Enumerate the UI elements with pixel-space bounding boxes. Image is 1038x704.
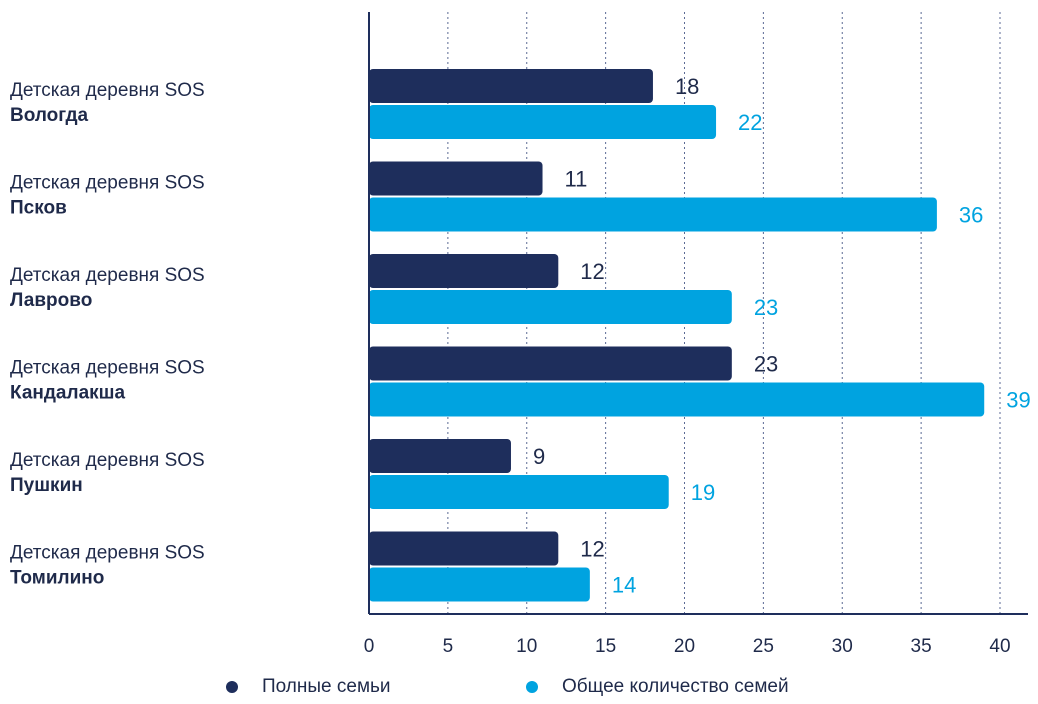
x-tick-label: 15 [595, 636, 616, 657]
category-label-line2: Лаврово [10, 290, 92, 311]
bar-full-families [369, 439, 511, 473]
value-label-full-families: 9 [533, 444, 545, 469]
value-label-full-families: 12 [580, 537, 604, 562]
value-label-full-families: 23 [754, 352, 778, 377]
category-label-line2: Кандалакша [10, 383, 125, 404]
bar-full-families [369, 161, 543, 196]
x-tick-label: 5 [443, 636, 454, 657]
category-label-line1: Детская деревня SOS [10, 358, 205, 379]
legend-label-full-families: Полные семьи [262, 676, 391, 697]
value-label-total-families: 14 [612, 573, 636, 598]
value-label-full-families: 12 [580, 259, 604, 284]
category-label-line1: Детская деревня SOS [10, 450, 205, 471]
category-label-line1: Детская деревня SOS [10, 80, 205, 101]
category-label-line2: Пушкин [10, 475, 83, 496]
bar-full-families [369, 346, 732, 381]
x-tick-label: 10 [516, 636, 537, 657]
legend-item-total-families: Общее количество семей [526, 676, 789, 698]
value-label-total-families: 36 [959, 203, 983, 228]
bar-full-families [369, 69, 653, 103]
category-label-line2: Псков [10, 198, 67, 219]
x-tick-label: 0 [364, 636, 375, 657]
category-label-line1: Детская деревня SOS [10, 173, 205, 194]
x-tick-labels: 0 5 10 15 20 25 30 35 40 [364, 636, 1011, 657]
bar-total-families [369, 290, 732, 324]
value-label-full-families: 11 [565, 167, 588, 192]
category-label-line1: Детская деревня SOS [10, 543, 205, 564]
value-label-total-families: 22 [738, 110, 762, 135]
legend-marker-full-families [226, 681, 238, 693]
category-label-line2: Вологда [10, 105, 89, 126]
bars [369, 69, 985, 602]
bar-full-families [369, 254, 559, 288]
legend-marker-total-families [526, 681, 538, 693]
value-labels: 18 22 11 36 12 23 23 39 9 19 12 14 [533, 74, 1031, 598]
bar-total-families [369, 197, 937, 232]
value-label-total-families: 19 [691, 480, 715, 505]
x-tick-label: 25 [753, 636, 774, 657]
category-label-line2: Томилино [10, 568, 104, 589]
bar-full-families [369, 531, 559, 566]
x-tick-label: 35 [911, 636, 932, 657]
bar-total-families [369, 382, 985, 417]
x-tick-label: 20 [674, 636, 695, 657]
legend-label-total-families: Общее количество семей [562, 676, 789, 697]
value-label-total-families: 23 [754, 295, 778, 320]
bar-total-families [369, 567, 590, 602]
x-tick-label: 30 [832, 636, 853, 657]
x-tick-label: 40 [989, 636, 1010, 657]
bar-total-families [369, 475, 669, 509]
value-label-total-families: 39 [1006, 388, 1030, 413]
category-label-line1: Детская деревня SOS [10, 265, 205, 286]
bar-total-families [369, 105, 717, 139]
legend-item-full-families: Полные семьи [226, 676, 391, 698]
value-label-full-families: 18 [675, 74, 699, 99]
category-labels: Детская деревня SOS Вологда Детская деревн… [10, 80, 205, 589]
